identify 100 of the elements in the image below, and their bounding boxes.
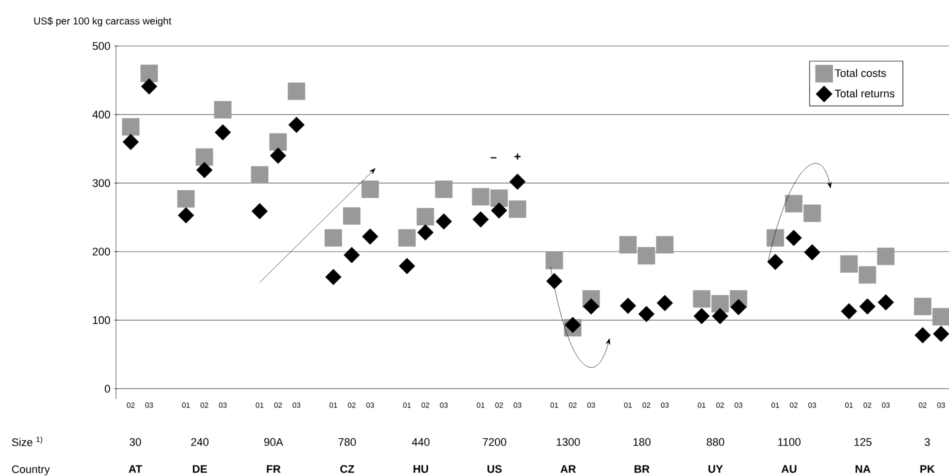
y-tick-label: 300 <box>92 179 110 187</box>
text: AR <box>560 465 576 473</box>
text: HU <box>414 465 428 473</box>
point <box>914 298 932 316</box>
text: 880 <box>706 438 724 446</box>
point <box>546 252 564 270</box>
point <box>362 228 378 245</box>
point <box>656 236 674 254</box>
point <box>692 290 710 308</box>
point <box>785 194 802 212</box>
point <box>252 203 268 220</box>
point <box>436 213 452 230</box>
y-tick-label: 400 <box>92 110 110 118</box>
point <box>730 299 747 316</box>
point <box>620 298 636 314</box>
y-tick-label: 500 <box>92 42 110 50</box>
legend-label: Total costs <box>834 68 886 77</box>
point <box>344 246 360 264</box>
text: 1100 <box>778 438 800 446</box>
point <box>878 294 894 310</box>
point <box>638 306 655 322</box>
point <box>288 82 306 100</box>
text: UY <box>708 465 723 473</box>
point <box>932 326 949 342</box>
point <box>638 247 656 264</box>
point <box>122 134 139 150</box>
point <box>509 174 526 190</box>
text: BR <box>634 465 650 473</box>
point <box>417 224 434 241</box>
text: 7200 <box>482 438 506 446</box>
y-tick-label: 0 <box>104 384 110 393</box>
y-tick-label: 100 <box>93 316 110 324</box>
point <box>508 200 526 218</box>
text: 180 <box>634 438 651 446</box>
point <box>803 204 821 222</box>
text: PK <box>920 465 935 473</box>
point <box>177 190 195 208</box>
point <box>564 316 581 334</box>
text: NA <box>856 465 870 473</box>
point <box>840 255 858 273</box>
point <box>214 124 231 140</box>
point <box>490 202 508 219</box>
point <box>178 207 194 224</box>
y-axis-title: US$ per 100 kg carcass weight <box>34 17 172 26</box>
point <box>804 244 820 260</box>
annotation: + <box>514 154 521 160</box>
point <box>270 148 286 164</box>
point <box>932 308 949 326</box>
point <box>766 229 784 247</box>
legend-label: Total returns <box>834 89 894 98</box>
point <box>858 266 876 284</box>
text: 440 <box>412 438 430 446</box>
point <box>361 180 379 198</box>
point <box>583 298 600 315</box>
point <box>786 230 802 246</box>
point <box>196 148 214 166</box>
point <box>914 327 931 344</box>
text: AU <box>782 465 796 473</box>
text: DE <box>192 465 207 473</box>
point <box>288 116 305 133</box>
point <box>619 236 637 254</box>
text: 3 <box>924 438 930 446</box>
point <box>712 308 728 324</box>
point <box>490 189 508 207</box>
point <box>859 298 876 315</box>
text: 90A <box>264 438 284 446</box>
point <box>250 166 268 184</box>
annotation: – <box>490 157 497 158</box>
point <box>214 101 232 118</box>
text: FR <box>266 465 281 473</box>
point <box>840 303 858 320</box>
point <box>269 133 287 151</box>
point <box>141 78 158 95</box>
text: Country <box>12 465 50 476</box>
point <box>324 229 342 247</box>
text: CZ <box>340 465 354 473</box>
point <box>694 308 710 324</box>
point <box>767 254 784 270</box>
point <box>140 64 158 82</box>
text: 1300 <box>556 438 580 446</box>
text: 240 <box>191 438 208 446</box>
text: US <box>488 465 502 473</box>
point <box>877 248 895 266</box>
point <box>472 188 490 206</box>
point <box>656 294 673 312</box>
text: 125 <box>854 438 872 446</box>
point <box>325 268 342 286</box>
point <box>398 229 416 247</box>
point <box>546 272 562 290</box>
text: 780 <box>338 438 356 446</box>
point <box>416 208 434 226</box>
text: AT <box>128 465 142 473</box>
text: Size $^{1)}$ <box>12 436 42 446</box>
point <box>711 295 729 312</box>
text: 30 <box>130 438 141 446</box>
point <box>435 180 453 198</box>
point <box>122 118 140 136</box>
point <box>472 211 489 228</box>
y-tick-label: 200 <box>92 248 110 256</box>
point <box>398 258 416 274</box>
